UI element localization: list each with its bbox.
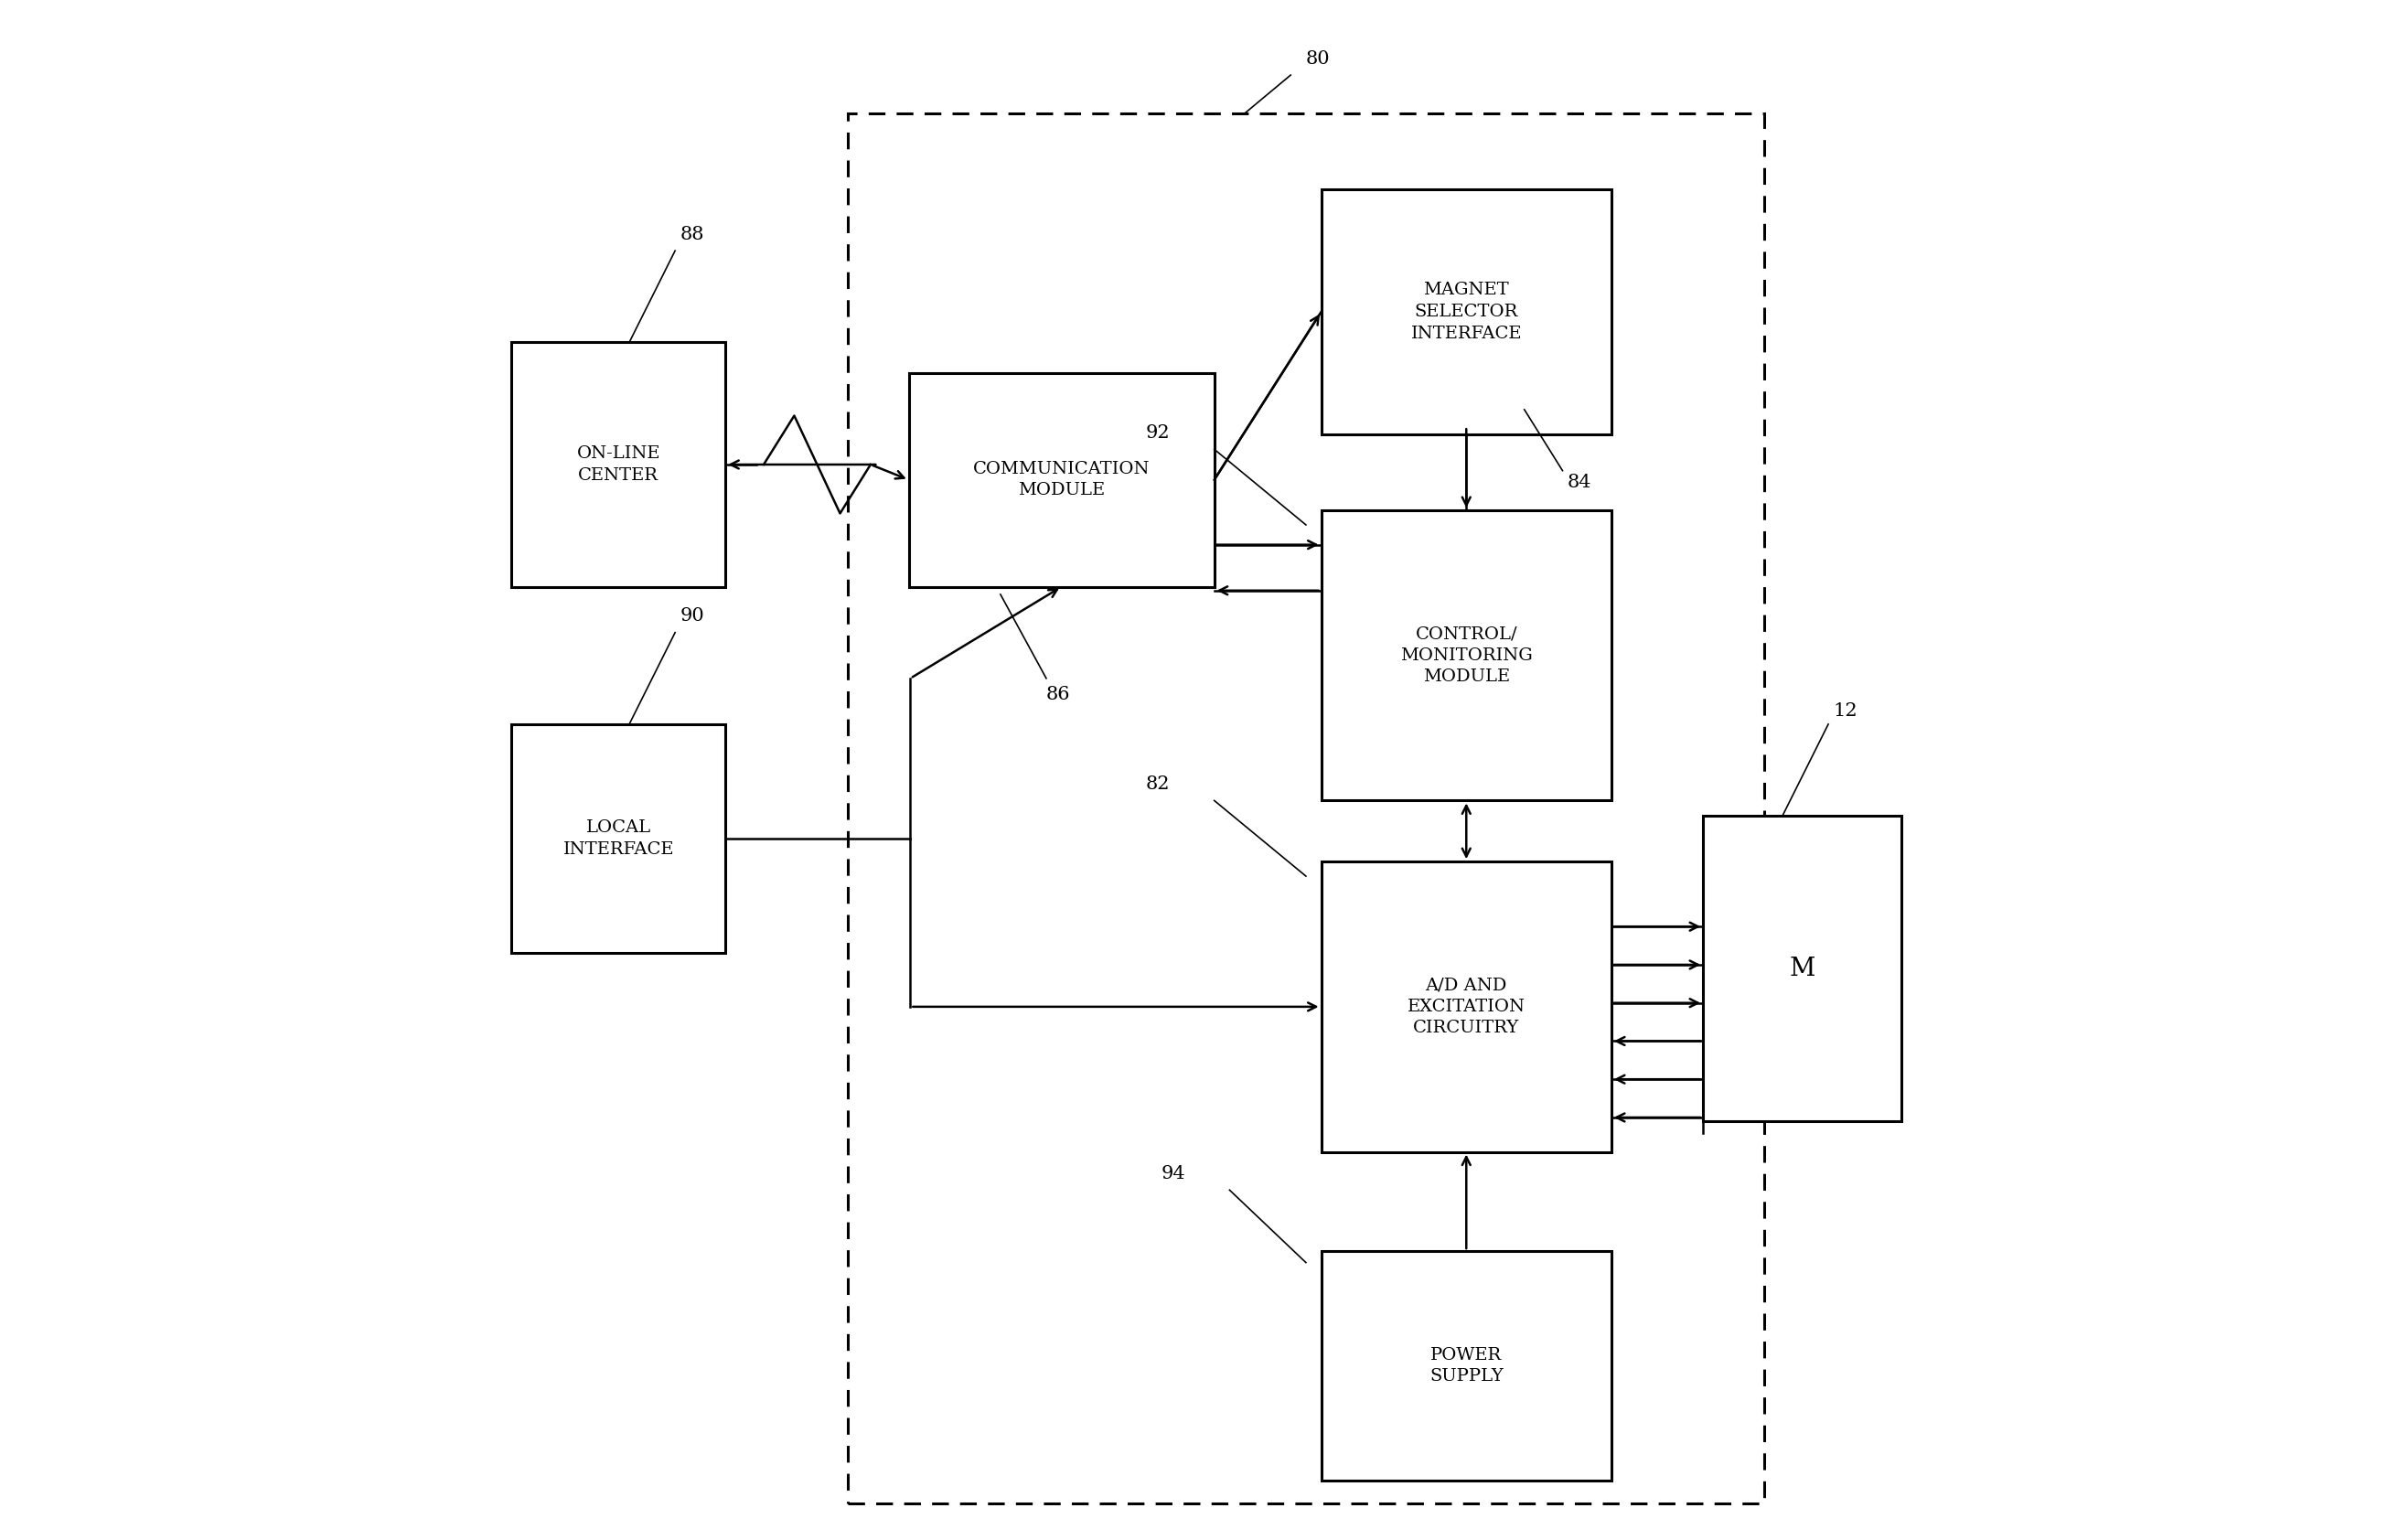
Text: COMMUNICATION
MODULE: COMMUNICATION MODULE	[974, 460, 1151, 499]
Text: 84: 84	[1568, 474, 1592, 491]
FancyBboxPatch shape	[511, 724, 727, 953]
Text: 80: 80	[1307, 51, 1331, 68]
FancyBboxPatch shape	[1703, 816, 1902, 1121]
Text: ON-LINE
CENTER: ON-LINE CENTER	[578, 445, 659, 484]
Text: 94: 94	[1161, 1164, 1185, 1183]
Text: 88: 88	[679, 226, 705, 243]
Text: LOCAL
INTERFACE: LOCAL INTERFACE	[564, 819, 674, 858]
Text: 92: 92	[1146, 424, 1170, 442]
Text: 90: 90	[679, 608, 705, 625]
Text: CONTROL/
MONITORING
MODULE: CONTROL/ MONITORING MODULE	[1400, 625, 1532, 685]
FancyBboxPatch shape	[909, 373, 1213, 587]
Text: 12: 12	[1832, 702, 1856, 719]
FancyBboxPatch shape	[1321, 862, 1611, 1152]
FancyBboxPatch shape	[1321, 510, 1611, 801]
Text: A/D AND
EXCITATION
CIRCUITRY: A/D AND EXCITATION CIRCUITRY	[1408, 976, 1525, 1036]
FancyBboxPatch shape	[1321, 189, 1611, 434]
FancyBboxPatch shape	[1321, 1250, 1611, 1480]
Text: POWER
SUPPLY: POWER SUPPLY	[1429, 1346, 1504, 1384]
Text: 86: 86	[1046, 685, 1070, 704]
FancyBboxPatch shape	[511, 342, 727, 587]
Text: M: M	[1789, 956, 1815, 981]
Text: MAGNET
SELECTOR
INTERFACE: MAGNET SELECTOR INTERFACE	[1410, 282, 1523, 342]
Text: 82: 82	[1146, 776, 1170, 793]
